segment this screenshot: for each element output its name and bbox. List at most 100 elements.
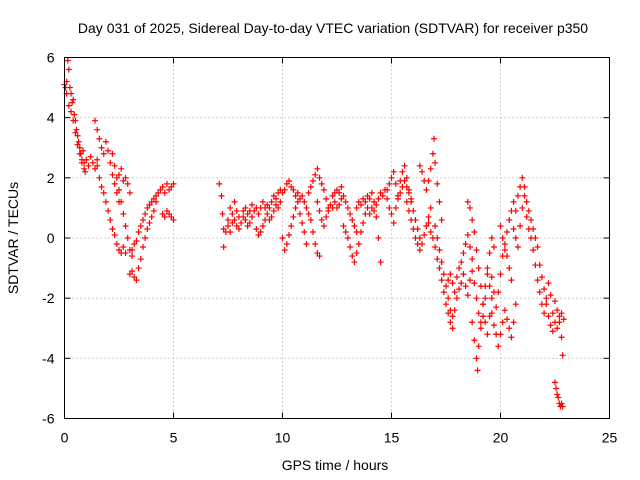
x-tick-label: 25: [602, 430, 618, 446]
data-point-plus: [153, 192, 160, 199]
data-point-plus: [484, 265, 491, 272]
data-point-plus: [506, 265, 513, 272]
data-point-plus: [251, 207, 258, 214]
data-point-plus: [395, 195, 402, 202]
data-point-plus: [98, 183, 105, 190]
chart-title: Day 031 of 2025, Sidereal Day-to-day VTE…: [78, 20, 588, 36]
data-point-plus: [371, 207, 378, 214]
data-point-plus: [320, 222, 327, 229]
data-point-plus: [73, 126, 80, 133]
data-point-plus: [227, 204, 234, 211]
data-point-plus: [231, 216, 238, 223]
data-point-plus: [146, 219, 153, 226]
data-point-plus: [314, 165, 321, 172]
axis-ticks: 0 5 10 15 20 25 -6 -4 -2 0 2 4 6: [42, 50, 617, 446]
data-point-plus: [543, 295, 550, 302]
data-point-plus: [471, 228, 478, 235]
data-point-plus: [314, 198, 321, 205]
data-point-plus: [279, 189, 286, 196]
data-point-plus: [275, 204, 282, 211]
data-point-plus: [445, 310, 452, 317]
data-point-plus: [118, 165, 125, 172]
data-point-plus: [416, 162, 423, 169]
data-point-plus: [458, 259, 465, 266]
data-point-plus: [94, 156, 101, 163]
data-point-plus: [146, 201, 153, 208]
data-point-plus: [220, 225, 227, 232]
data-point-plus: [87, 153, 94, 160]
data-point-plus: [434, 180, 441, 187]
data-point-plus: [436, 247, 443, 254]
data-point-plus: [362, 198, 369, 205]
data-point-plus: [530, 247, 537, 254]
y-tick-label: -2: [42, 290, 55, 306]
data-point-plus: [553, 385, 560, 392]
data-point-plus: [466, 204, 473, 211]
data-point-plus: [150, 207, 157, 214]
data-point-plus: [170, 180, 177, 187]
data-point-plus: [464, 292, 471, 299]
data-point-plus: [392, 204, 399, 211]
data-point-plus: [137, 222, 144, 229]
data-point-plus: [486, 283, 493, 290]
data-point-plus: [288, 183, 295, 190]
data-point-plus: [355, 198, 362, 205]
data-point-plus: [501, 247, 508, 254]
data-point-plus: [504, 228, 511, 235]
data-point-plus: [72, 129, 79, 136]
data-point-plus: [512, 301, 519, 308]
data-point-plus: [473, 355, 480, 362]
data-point-plus: [131, 241, 138, 248]
data-point-plus: [225, 216, 231, 223]
data-point-plus: [525, 207, 532, 214]
data-point-plus: [477, 325, 484, 332]
data-point-plus: [423, 222, 430, 229]
data-point-plus: [514, 192, 521, 199]
y-axis-label: SDTVAR / TECUs: [5, 182, 21, 294]
data-point-plus: [480, 301, 487, 308]
data-point-plus: [299, 192, 306, 199]
data-point-plus: [353, 250, 360, 257]
data-point-plus: [116, 186, 122, 193]
data-point-plus: [157, 186, 164, 193]
data-point-plus: [460, 250, 467, 257]
data-point-plus: [305, 189, 312, 196]
data-point-plus: [272, 195, 279, 202]
data-point-plus: [528, 216, 535, 223]
data-point-plus: [246, 219, 253, 226]
data-point-plus: [403, 198, 410, 205]
data-point-plus: [497, 222, 504, 229]
data-point-plus: [318, 180, 325, 187]
data-point-plus: [281, 247, 288, 254]
data-point-plus: [113, 174, 120, 181]
data-point-plus: [105, 147, 112, 154]
data-point-plus: [558, 400, 565, 407]
data-point-plus: [538, 274, 545, 281]
data-point-plus: [316, 253, 323, 260]
data-point-plus: [351, 222, 358, 229]
data-point-plus: [554, 307, 561, 314]
data-point-plus: [323, 213, 330, 220]
data-point-plus: [168, 183, 175, 190]
data-point-plus: [316, 207, 323, 214]
data-point-plus: [523, 198, 530, 205]
x-tick-label: 15: [384, 430, 400, 446]
data-point-plus: [75, 138, 82, 145]
data-point-plus: [464, 231, 471, 238]
data-point-plus: [220, 244, 227, 251]
data-point-plus: [425, 177, 432, 184]
data-point-plus: [133, 238, 140, 245]
data-point-plus: [327, 201, 334, 208]
data-point-plus: [248, 201, 255, 208]
data-point-plus: [161, 213, 168, 220]
data-point-plus: [427, 204, 434, 211]
data-point-plus: [460, 271, 467, 278]
data-point-plus: [558, 310, 565, 317]
data-point-plus: [384, 186, 391, 193]
data-point-plus: [469, 256, 476, 263]
data-point-plus: [373, 213, 380, 220]
data-point-plus: [296, 210, 303, 217]
data-point-plus: [431, 135, 438, 142]
data-point-plus: [560, 316, 567, 323]
data-point-plus: [238, 219, 245, 226]
